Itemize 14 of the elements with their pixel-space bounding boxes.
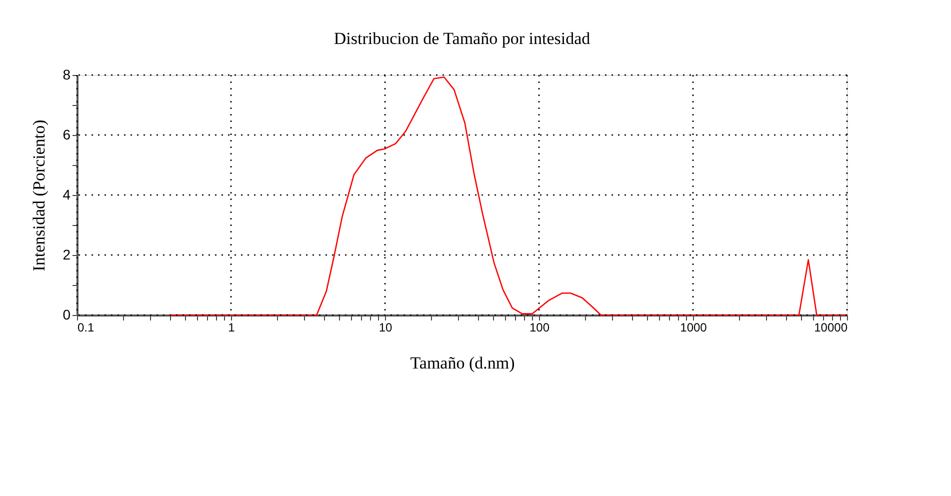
x-tick-label: 1 [228, 320, 236, 334]
x-tick-label: 0.1 [78, 320, 95, 334]
x-tick-label: 100 [529, 320, 550, 334]
x-tick-label: 10000 [814, 320, 848, 334]
y-tick-label: 4 [62, 186, 71, 202]
y-tick-label: 6 [62, 126, 71, 142]
chart-title: Distribucion de Tamaño por intesidad [334, 29, 591, 48]
y-tick-label: 8 [62, 66, 71, 82]
y-axis-title: Intensidad (Porciento) [30, 120, 49, 272]
x-tick-label: 1000 [680, 320, 708, 334]
y-tick-label: 2 [62, 246, 71, 262]
x-tick-label: 10 [378, 320, 392, 334]
y-tick-label: 0 [62, 306, 71, 322]
x-axis-title: Tamaño (d.nm) [410, 354, 515, 372]
